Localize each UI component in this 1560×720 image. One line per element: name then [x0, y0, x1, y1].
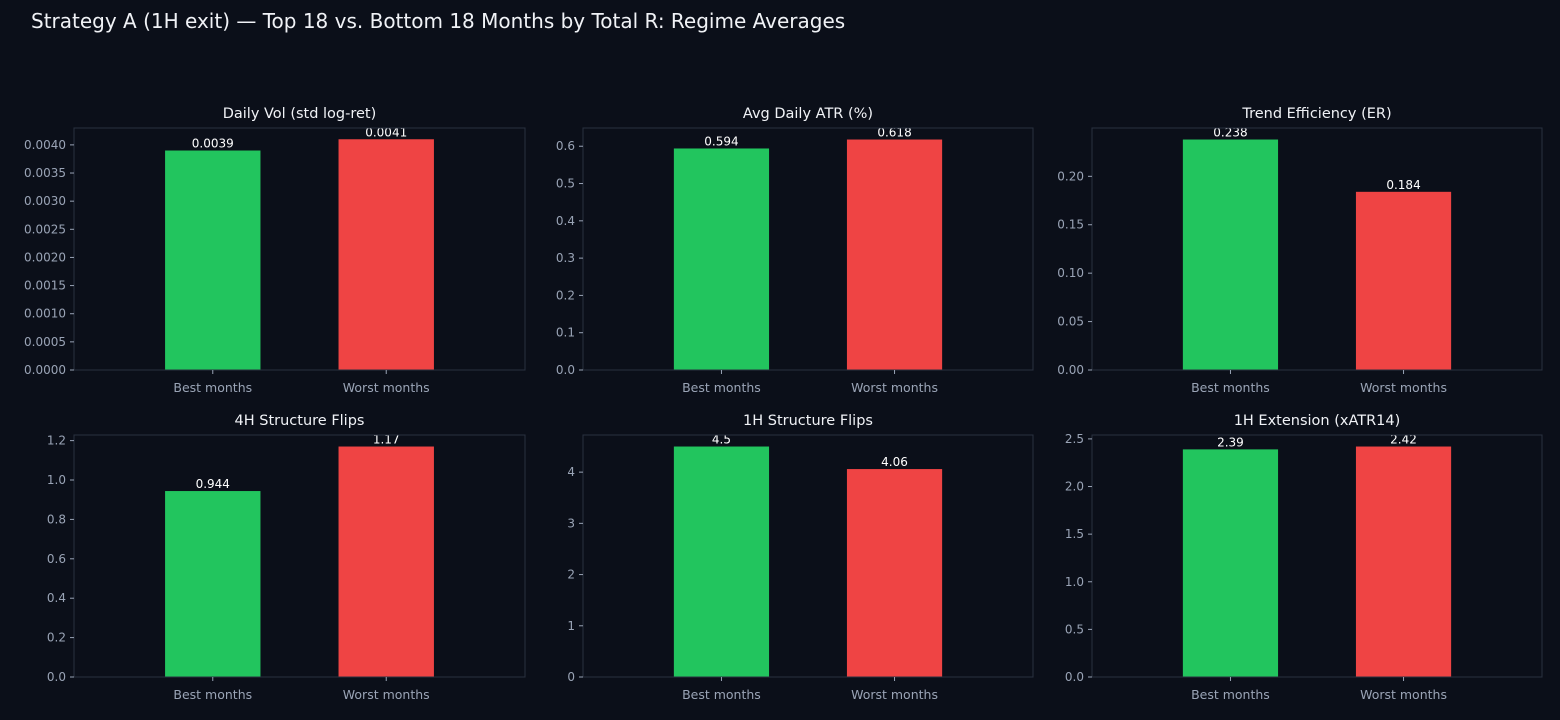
y-tick-label: 0.00: [1057, 363, 1084, 377]
y-tick-label: 0.6: [47, 552, 66, 566]
bar-worst: [1355, 191, 1452, 370]
bar-value-label: 0.0041: [365, 125, 407, 139]
y-tick-label: 0.0030: [24, 194, 66, 208]
axes-frame: [1091, 434, 1543, 678]
y-tick-label: 0.0010: [24, 307, 66, 321]
x-tick-label: Worst months: [343, 687, 430, 702]
y-tick-label: 4: [567, 465, 575, 479]
y-tick-label: 0.0: [1065, 670, 1084, 684]
x-tick-label: Worst months: [1360, 687, 1447, 702]
axes-frame: [582, 434, 1034, 678]
bar-worst: [846, 469, 943, 677]
bar-value-label: 4.06: [881, 455, 908, 469]
y-tick-label: 2.5: [1065, 432, 1084, 446]
x-tick-label: Worst months: [343, 380, 430, 395]
x-tick-label: Best months: [173, 380, 252, 395]
y-tick-label: 0.2: [47, 631, 66, 645]
y-tick-label: 2: [567, 568, 575, 582]
x-tick-label: Best months: [173, 687, 252, 702]
y-tick-label: 0.15: [1057, 218, 1084, 232]
y-tick-label: 0.20: [1057, 169, 1084, 183]
y-tick-label: 0.10: [1057, 266, 1084, 280]
axes-frame: [1091, 127, 1543, 371]
bar-best: [673, 446, 770, 677]
y-tick-label: 0.05: [1057, 315, 1084, 329]
y-tick-label: 0.0: [47, 670, 66, 684]
x-tick-label: Best months: [1191, 687, 1270, 702]
y-tick-label: 0.5: [1065, 622, 1084, 636]
y-tick-label: 0.0020: [24, 250, 66, 264]
bar-worst: [338, 446, 434, 677]
bar-value-label: 0.618: [877, 126, 911, 140]
x-tick-label: Best months: [1191, 380, 1270, 395]
y-tick-label: 1.2: [47, 434, 66, 448]
y-tick-label: 0.2: [556, 288, 575, 302]
bar-value-label: 2.39: [1217, 435, 1244, 449]
subplot-title: Avg Daily ATR (%): [743, 106, 873, 122]
bar-best: [165, 150, 261, 370]
y-tick-label: 1.0: [1065, 575, 1084, 589]
bar-best: [165, 491, 261, 677]
bar-value-label: 0.0039: [192, 137, 234, 151]
y-tick-label: 0.0025: [24, 222, 66, 236]
bar-worst: [338, 139, 434, 370]
y-tick-label: 1: [567, 619, 575, 633]
bar-value-label: 2.42: [1390, 433, 1417, 447]
x-tick-label: Worst months: [851, 687, 938, 702]
x-tick-label: Best months: [682, 380, 761, 395]
y-tick-label: 0.6: [556, 139, 575, 153]
y-tick-label: 0.1: [556, 326, 575, 340]
subplot-title: Daily Vol (std log-ret): [223, 106, 377, 122]
axes-frame: [73, 127, 526, 371]
y-tick-label: 0.0: [556, 363, 575, 377]
subplot-title: Trend Efficiency (ER): [1241, 106, 1391, 122]
x-tick-label: Worst months: [1360, 380, 1447, 395]
y-tick-label: 1.5: [1065, 527, 1084, 541]
bar-value-label: 1.17: [373, 433, 400, 447]
y-tick-label: 2.0: [1065, 480, 1084, 494]
y-tick-label: 0.3: [556, 251, 575, 265]
bar-best: [673, 148, 770, 370]
bar-best: [1182, 139, 1279, 370]
figure-title: Strategy A (1H exit) — Top 18 vs. Bottom…: [31, 9, 846, 33]
y-tick-label: 1.0: [47, 473, 66, 487]
y-tick-label: 0.0000: [24, 363, 66, 377]
x-tick-label: Worst months: [851, 380, 938, 395]
bar-value-label: 0.944: [196, 477, 230, 491]
bar-best: [1182, 449, 1279, 677]
x-tick-label: Best months: [682, 687, 761, 702]
axes-frame: [73, 434, 526, 678]
subplot-title: 4H Structure Flips: [235, 413, 365, 429]
bar-worst: [1355, 446, 1452, 677]
axes-frame: [582, 127, 1034, 371]
y-tick-label: 0: [567, 670, 575, 684]
y-tick-label: 0.4: [47, 591, 66, 605]
y-tick-label: 0.4: [556, 214, 575, 228]
subplot-title: 1H Structure Flips: [743, 413, 873, 429]
bar-value-label: 4.5: [712, 433, 731, 447]
y-tick-label: 0.8: [47, 512, 66, 526]
bar-value-label: 0.238: [1213, 126, 1247, 140]
bar-worst: [846, 139, 943, 370]
y-tick-label: 0.0035: [24, 166, 66, 180]
bar-value-label: 0.184: [1386, 178, 1420, 192]
subplot-title: 1H Extension (xATR14): [1234, 413, 1401, 429]
y-tick-label: 0.5: [556, 177, 575, 191]
y-tick-label: 0.0015: [24, 279, 66, 293]
y-tick-label: 0.0040: [24, 138, 66, 152]
y-tick-label: 3: [567, 516, 575, 530]
y-tick-label: 0.0005: [24, 335, 66, 349]
bar-value-label: 0.594: [704, 134, 738, 148]
